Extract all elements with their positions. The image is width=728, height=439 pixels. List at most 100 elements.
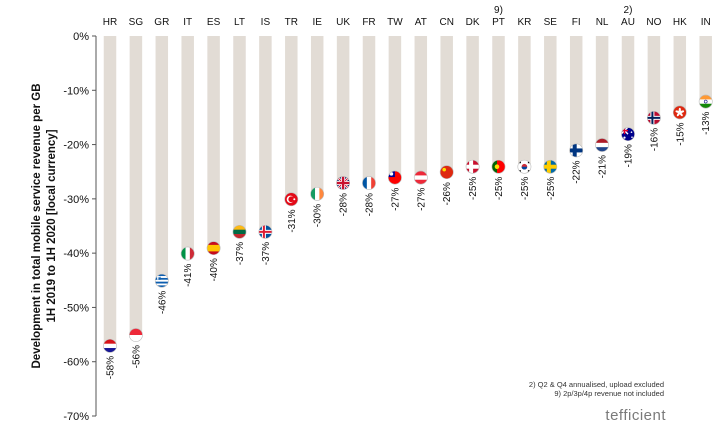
- flag-it-icon: [180, 246, 195, 261]
- value-label-tw: -27%: [390, 187, 401, 210]
- bar-pt: [492, 36, 505, 167]
- category-label-tw: TW: [387, 17, 403, 28]
- bar-se: [544, 36, 557, 167]
- value-label-fi: -22%: [572, 160, 583, 183]
- value-label-it: -41%: [183, 263, 194, 286]
- value-label-fr: -28%: [365, 193, 376, 216]
- category-footnote-au: 2): [624, 5, 633, 16]
- category-label-cn: CN: [439, 17, 453, 28]
- bar-lt: [233, 36, 246, 232]
- bar-kr: [518, 36, 531, 167]
- value-label-pt: -25%: [494, 177, 505, 200]
- value-label-nl: -21%: [598, 155, 609, 178]
- flag-at-icon: [413, 170, 428, 185]
- category-label-dk: DK: [466, 17, 480, 28]
- bar-cn: [440, 36, 453, 173]
- flag-tr-icon: [284, 192, 299, 207]
- category-label-fr: FR: [362, 17, 375, 28]
- x-axis-categories: HR SG GR IT ES LT IS TR IE UK FR TW AT CN DK PT9) KR SE FI…: [103, 5, 711, 28]
- bar-uk: [336, 36, 350, 183]
- bar-it: [181, 36, 194, 254]
- flag-hk-icon: [672, 105, 687, 120]
- category-label-uk: UK: [336, 17, 350, 28]
- value-label-se: -25%: [546, 177, 557, 200]
- value-labels: -58% -56% -46% -41% -40% -37% -37% -31% -30% -28%…: [106, 111, 713, 379]
- footnote-2: 2) Q2 & Q4 annualised, upload excluded: [528, 380, 664, 389]
- category-label-ie: IE: [312, 17, 322, 28]
- flag-fi-icon: [569, 143, 584, 158]
- category-label-au: AU: [621, 17, 635, 28]
- bar-dk: [466, 36, 479, 167]
- bar-is: [259, 36, 272, 232]
- flag-uk-icon: [336, 176, 351, 190]
- category-label-fi: FI: [572, 17, 581, 28]
- bar-sg: [129, 36, 143, 335]
- value-label-au: -19%: [624, 144, 635, 167]
- bar-in: [699, 36, 712, 102]
- category-label-no: NO: [646, 17, 661, 28]
- footnotes: 2) Q2 & Q4 annualised, upload excluded 9…: [529, 380, 664, 398]
- y-tick-label: -30%: [63, 194, 89, 206]
- category-label-nl: NL: [596, 17, 609, 28]
- flag-no-icon: [647, 110, 661, 125]
- category-label-se: SE: [544, 17, 558, 28]
- y-axis-label-line: Development in total mobile service reve…: [31, 83, 43, 368]
- y-tick-label: -20%: [63, 140, 89, 152]
- bars: [103, 36, 712, 346]
- flag-gr-icon: [154, 273, 169, 288]
- value-label-hk: -15%: [675, 122, 686, 145]
- footnote-9: 9) 2p/3p/4p revenue not included: [554, 389, 664, 398]
- value-label-es: -40%: [209, 258, 220, 281]
- category-label-gr: GR: [154, 17, 169, 28]
- flag-fr-icon: [362, 176, 376, 190]
- category-label-kr: KR: [517, 17, 531, 28]
- flag-nl-icon: [595, 138, 609, 152]
- flag-sg-icon: [128, 328, 143, 342]
- bar-es: [207, 36, 220, 249]
- value-label-is: -37%: [261, 242, 272, 265]
- bar-no: [647, 36, 661, 118]
- flag-in-icon: [698, 94, 713, 109]
- y-tick-label: 0%: [73, 31, 89, 43]
- y-tick-label: -50%: [63, 302, 89, 314]
- flag-lt-icon: [232, 224, 247, 239]
- flag-kr-icon: [517, 159, 532, 174]
- category-footnote-pt: 9): [494, 5, 503, 16]
- bar-gr: [155, 36, 169, 281]
- brand-name: tefficient: [605, 407, 666, 424]
- category-label-sg: SG: [129, 17, 144, 28]
- value-label-in: -13%: [701, 111, 712, 134]
- bar-fi: [569, 36, 583, 151]
- flag-dk-icon: [465, 159, 480, 174]
- value-label-at: -27%: [416, 187, 427, 210]
- bar-at: [414, 36, 428, 178]
- flag-tw-icon: [387, 170, 402, 185]
- value-label-sg: -56%: [131, 345, 142, 368]
- value-label-dk: -25%: [468, 177, 479, 200]
- flag-se-icon: [543, 159, 558, 174]
- flag-is-icon: [258, 224, 273, 239]
- value-label-uk: -28%: [339, 193, 350, 216]
- category-label-at: AT: [415, 17, 427, 28]
- y-tick-label: -10%: [63, 85, 89, 97]
- y-tick-label: -60%: [63, 357, 89, 369]
- category-label-it: IT: [183, 17, 192, 28]
- y-axis: 0% -10% -20% -30% -40% -50% -60% -70%: [63, 31, 96, 423]
- flag-cn-icon: [439, 165, 454, 180]
- value-label-kr: -25%: [520, 177, 531, 200]
- category-label-is: IS: [261, 17, 271, 28]
- y-tick-label: -70%: [63, 411, 89, 423]
- value-label-gr: -46%: [157, 291, 168, 314]
- flag-hr-icon: [103, 338, 117, 353]
- flag-ie-icon: [310, 186, 325, 201]
- bar-tr: [285, 36, 298, 200]
- category-label-es: ES: [207, 17, 221, 28]
- category-label-tr: TR: [285, 17, 298, 28]
- bar-hk: [673, 36, 687, 113]
- value-label-cn: -26%: [442, 182, 453, 205]
- category-label-hr: HR: [103, 17, 117, 28]
- brand-logo: tefficient: [605, 407, 666, 424]
- value-label-lt: -37%: [235, 242, 246, 265]
- bar-tw: [388, 36, 402, 178]
